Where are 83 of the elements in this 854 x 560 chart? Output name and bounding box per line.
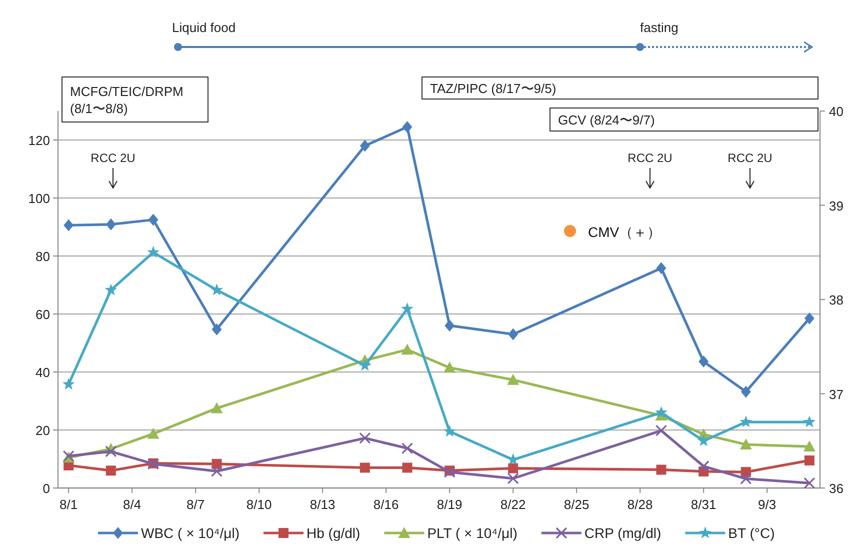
point	[105, 446, 117, 458]
point	[62, 378, 75, 390]
point	[508, 328, 518, 340]
point	[401, 344, 414, 355]
x-tick-label: 8/28	[627, 497, 653, 512]
point	[508, 463, 518, 474]
annotation: CMV（＋）	[588, 224, 662, 240]
point	[360, 462, 370, 473]
legend-label: Hb (g/dl)	[306, 525, 360, 541]
point	[740, 386, 751, 398]
point	[740, 438, 752, 450]
point	[698, 356, 709, 368]
x-tick-label: 8/7	[186, 497, 205, 512]
legend-label: BT (°C)	[728, 525, 775, 541]
point	[804, 477, 816, 489]
text: TAZ/PIPC (8/17〜9/5)	[430, 81, 556, 96]
point	[444, 320, 455, 332]
legend-label: CRP (mg/dl)	[584, 525, 662, 541]
point	[148, 214, 158, 226]
point	[402, 120, 412, 133]
annotation: MCFG/TEIC/DRPM (8/1〜8/8)	[70, 84, 184, 116]
point	[401, 302, 414, 314]
annotation: RCC 2U	[628, 151, 672, 165]
y-tick-label: 60	[36, 307, 50, 322]
point	[210, 465, 223, 477]
point	[804, 455, 814, 466]
point	[507, 374, 520, 385]
point	[210, 284, 223, 296]
point	[358, 358, 372, 371]
annotation: GCV (8/24〜9/7)	[558, 112, 655, 128]
x-tick-label: 8/4	[123, 497, 142, 512]
point	[697, 434, 710, 446]
point	[64, 219, 74, 232]
y2-tick-label: 36	[829, 481, 844, 496]
point	[698, 460, 710, 472]
point	[655, 424, 668, 436]
y-tick-label: 20	[36, 423, 50, 438]
legend-label: WBC ( × 10⁴/μl)	[141, 525, 240, 541]
y2-tick-label: 37	[829, 386, 844, 402]
point	[402, 462, 412, 473]
y-tick-label: 100	[28, 191, 50, 206]
y2-tick-label: 38	[829, 292, 844, 308]
y-tick-label: 120	[28, 133, 50, 148]
text: Liquid food	[172, 20, 236, 35]
x-tick-label: 8/31	[690, 497, 716, 512]
y2-tick-label: 39	[829, 198, 844, 214]
point	[803, 440, 816, 452]
point	[106, 466, 116, 476]
x-tick-label: 8/22	[500, 497, 526, 512]
x-tick-label: 8/19	[436, 497, 462, 512]
point	[740, 416, 752, 428]
y2-tick-label: 40	[829, 104, 844, 119]
point	[210, 402, 223, 414]
point	[359, 432, 371, 444]
point	[147, 428, 160, 439]
point	[804, 312, 814, 324]
point	[655, 406, 668, 418]
point	[656, 262, 666, 274]
annotation: RCC 2U	[728, 151, 772, 165]
point	[443, 424, 456, 437]
y-tick-label: 80	[36, 249, 50, 264]
point	[740, 472, 752, 485]
y-tick-label: 40	[36, 365, 50, 380]
point	[803, 416, 816, 428]
x-tick-label: 8/1	[60, 497, 78, 512]
y-tick-label: 0	[42, 481, 50, 496]
x-tick-label: 8/25	[564, 497, 590, 512]
point	[656, 464, 666, 475]
x-tick-label: 8/10	[246, 497, 272, 512]
annotation: RCC 2U	[90, 151, 136, 165]
x-tick-label: 8/16	[373, 497, 399, 512]
point	[360, 140, 370, 152]
point	[444, 362, 456, 373]
point	[104, 284, 118, 296]
point	[147, 246, 160, 258]
legend-label: PLT ( × 10⁴/μl)	[427, 525, 518, 541]
point	[212, 323, 222, 336]
text: fasting	[640, 20, 678, 35]
point	[106, 218, 116, 230]
point	[401, 442, 414, 454]
x-tick-label: 9/3	[758, 497, 776, 512]
x-tick-label: 8/13	[310, 497, 336, 512]
point	[507, 472, 519, 484]
